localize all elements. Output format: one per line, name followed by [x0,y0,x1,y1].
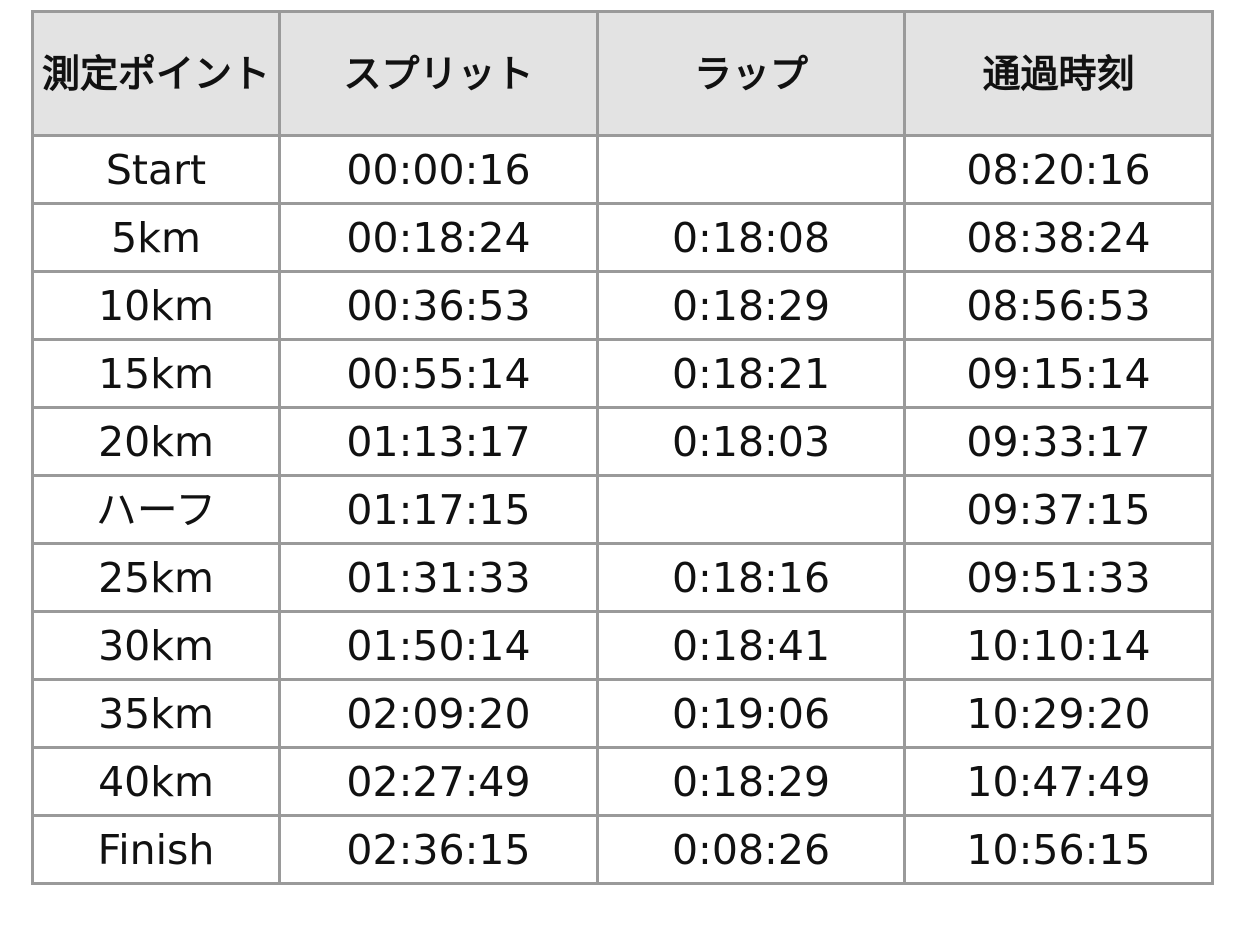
cell-passing-time: 09:51:33 [903,542,1214,613]
cell-point: 30km [31,610,281,681]
table-header: 測定ポイント スプリット ラップ 通過時刻 [31,10,1214,137]
table-row: 15km 00:55:14 0:18:21 09:15:14 [31,338,1214,409]
cell-split: 00:18:24 [278,202,599,273]
header-row: 測定ポイント スプリット ラップ 通過時刻 [31,10,1214,137]
cell-point: 40km [31,746,281,817]
cell-passing-time: 08:20:16 [903,134,1214,205]
cell-lap: 0:19:06 [596,678,906,749]
table-row: 20km 01:13:17 0:18:03 09:33:17 [31,406,1214,477]
cell-point: Finish [31,814,281,885]
header-split: スプリット [278,10,599,137]
header-lap: ラップ [596,10,906,137]
cell-lap [596,134,906,205]
cell-lap: 0:18:08 [596,202,906,273]
table-row: 30km 01:50:14 0:18:41 10:10:14 [31,610,1214,681]
header-measurement-point: 測定ポイント [31,10,281,137]
cell-passing-time: 09:33:17 [903,406,1214,477]
cell-lap: 0:18:41 [596,610,906,681]
split-table-container: 測定ポイント スプリット ラップ 通過時刻 Start 00:00:16 08:… [31,10,1214,920]
cell-lap [596,474,906,545]
cell-passing-time: 09:37:15 [903,474,1214,545]
cell-passing-time: 08:56:53 [903,270,1214,341]
cell-split: 02:27:49 [278,746,599,817]
cell-split: 00:55:14 [278,338,599,409]
cell-lap: 0:18:29 [596,270,906,341]
cell-lap: 0:18:29 [596,746,906,817]
cell-point: Start [31,134,281,205]
cell-split: 01:17:15 [278,474,599,545]
table-row: ハーフ 01:17:15 09:37:15 [31,474,1214,545]
cell-lap: 0:08:26 [596,814,906,885]
cell-point: 10km [31,270,281,341]
cell-passing-time: 10:10:14 [903,610,1214,681]
cell-point: ハーフ [31,474,281,545]
cell-point: 35km [31,678,281,749]
table-row: 35km 02:09:20 0:19:06 10:29:20 [31,678,1214,749]
table-row: Start 00:00:16 08:20:16 [31,134,1214,205]
cell-split: 01:50:14 [278,610,599,681]
cell-split: 00:36:53 [278,270,599,341]
table-row: 10km 00:36:53 0:18:29 08:56:53 [31,270,1214,341]
cell-split: 01:31:33 [278,542,599,613]
cell-split: 00:00:16 [278,134,599,205]
split-time-table: 測定ポイント スプリット ラップ 通過時刻 Start 00:00:16 08:… [31,10,1214,885]
header-passing-time: 通過時刻 [903,10,1214,137]
cell-passing-time: 10:56:15 [903,814,1214,885]
cell-lap: 0:18:03 [596,406,906,477]
table-row: 5km 00:18:24 0:18:08 08:38:24 [31,202,1214,273]
cell-passing-time: 10:47:49 [903,746,1214,817]
cell-passing-time: 10:29:20 [903,678,1214,749]
cell-lap: 0:18:21 [596,338,906,409]
cell-lap: 0:18:16 [596,542,906,613]
cell-point: 20km [31,406,281,477]
cell-point: 5km [31,202,281,273]
table-row: 40km 02:27:49 0:18:29 10:47:49 [31,746,1214,817]
cell-point: 25km [31,542,281,613]
table-row: 25km 01:31:33 0:18:16 09:51:33 [31,542,1214,613]
table-row: Finish 02:36:15 0:08:26 10:56:15 [31,814,1214,885]
cell-point: 15km [31,338,281,409]
cell-split: 02:09:20 [278,678,599,749]
cell-split: 01:13:17 [278,406,599,477]
cell-passing-time: 09:15:14 [903,338,1214,409]
table-body: Start 00:00:16 08:20:16 5km 00:18:24 0:1… [31,134,1214,885]
cell-split: 02:36:15 [278,814,599,885]
cell-passing-time: 08:38:24 [903,202,1214,273]
